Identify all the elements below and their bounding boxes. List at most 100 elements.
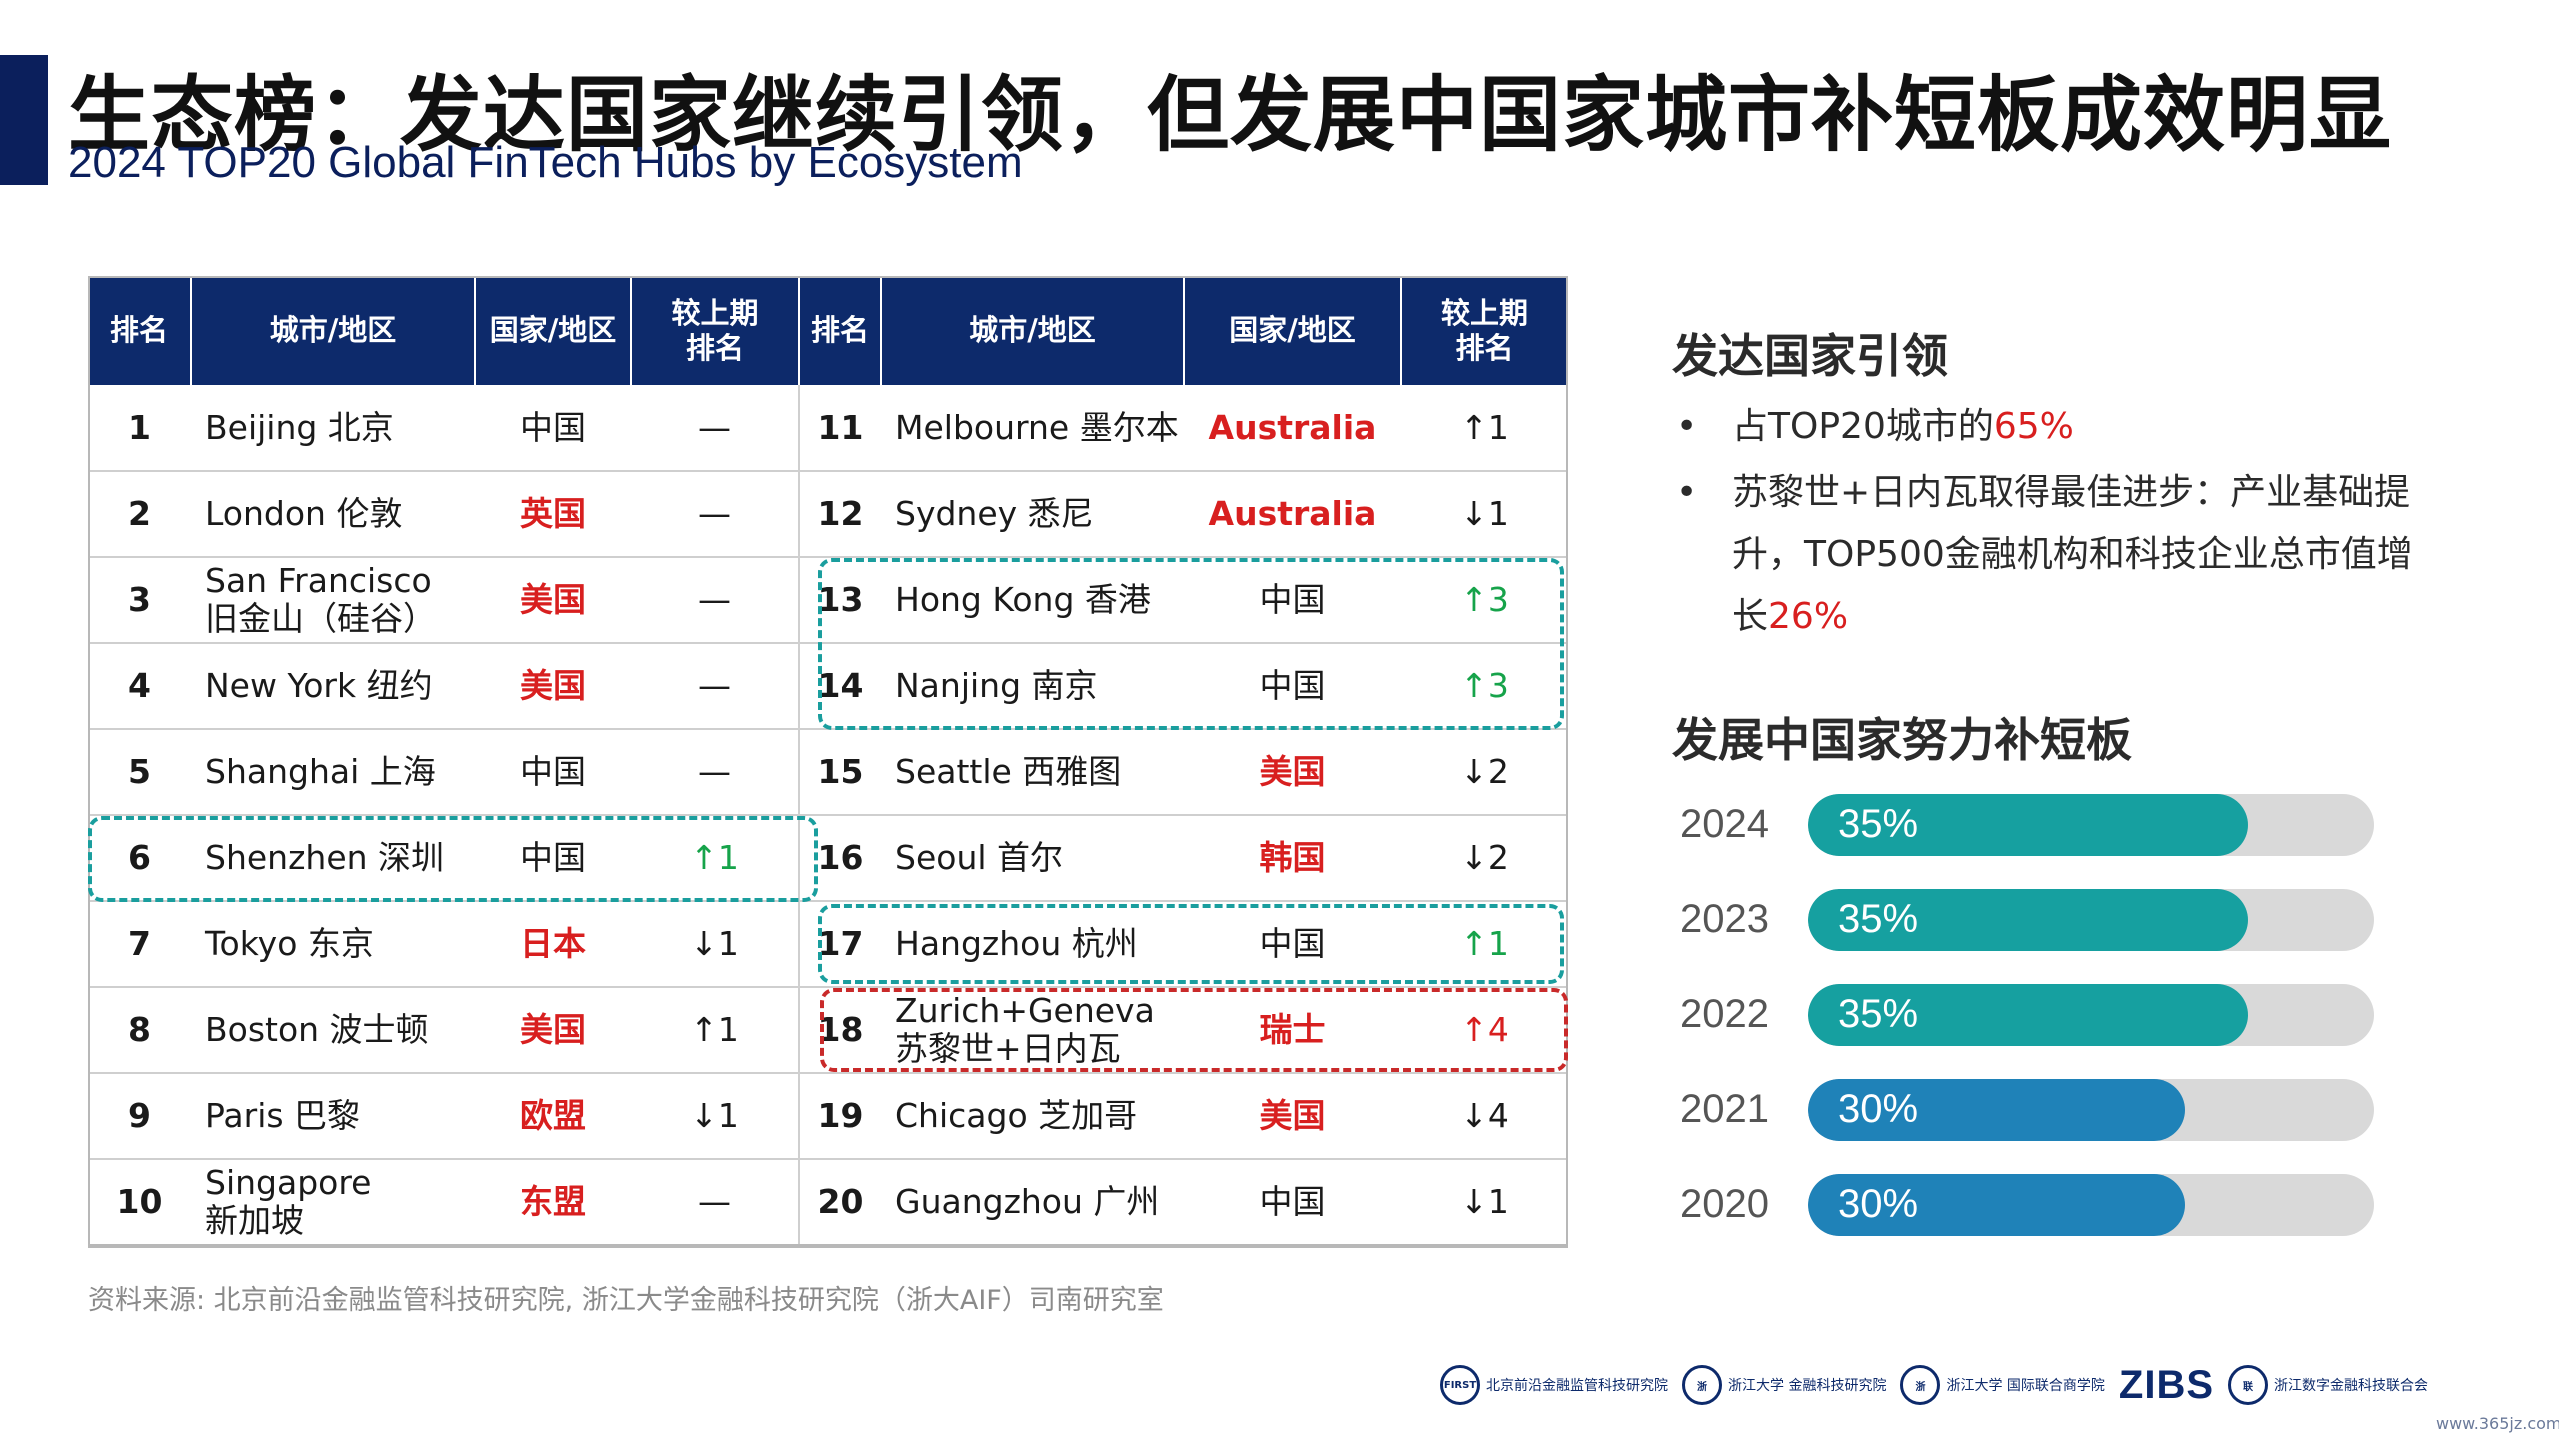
rank-change-cell: ↓1	[631, 1073, 799, 1160]
rank-cell: 19	[798, 1073, 881, 1160]
bar-value-label: 35%	[1838, 802, 1919, 846]
country-cell: 欧盟	[475, 1073, 631, 1160]
table-row: 3 San Francisco 旧金山（硅谷） 美国 —13 Hong Kong 香港中…	[88, 557, 1568, 644]
table-row: 9 Paris 巴黎 欧盟 ↓1 19 Chicago 芝加哥 美国 ↓4	[88, 1073, 1568, 1160]
rank-cell: 11	[798, 385, 881, 472]
column-header: 城市/地区	[191, 276, 476, 385]
table-header-row: 排名 城市/地区 国家/地区 较上期 排名 排名 城市/地区 国家/地区 较上期 排名	[88, 276, 1569, 385]
country-cell: 东盟	[475, 1159, 631, 1246]
city-cell: Guangzhou 广州	[881, 1159, 1184, 1246]
bar-fill: 30%	[1808, 1079, 2185, 1141]
bar-year-label: 2022	[1680, 992, 1769, 1036]
page-subtitle: 2024 TOP20 Global FinTech Hubs by Ecosys…	[68, 138, 1023, 187]
rank-change-cell: ↑1	[1401, 901, 1568, 988]
rank-cell: 6	[88, 815, 191, 902]
country-cell: 中国	[1184, 557, 1401, 644]
rank-cell: 14	[798, 643, 881, 730]
city-cell: London 伦敦	[191, 471, 475, 558]
rank-change-cell: —	[631, 557, 799, 644]
rank-change-cell: —	[631, 1159, 799, 1246]
bar-track: 35%	[1808, 889, 2374, 951]
bullet-item: • 占TOP20城市的65%	[1672, 396, 2512, 458]
rank-change-cell: ↓2	[1401, 815, 1568, 902]
country-cell: 中国	[1184, 1159, 1401, 1246]
column-header: 较上期 排名	[631, 276, 800, 385]
rank-cell: 3	[88, 557, 191, 644]
city-cell: Hangzhou 杭州	[881, 901, 1184, 988]
column-header: 国家/地区	[475, 276, 632, 385]
country-cell: 英国	[475, 471, 631, 558]
city-cell: Seoul 首尔	[881, 815, 1184, 902]
rank-cell: 12	[798, 471, 881, 558]
rank-change-cell: ↑3	[1401, 557, 1568, 644]
city-cell: Boston 波士顿	[191, 987, 475, 1074]
rank-change-cell: ↑1	[1401, 385, 1568, 472]
bar-fill: 30%	[1808, 1174, 2185, 1236]
city-cell: New York 纽约	[191, 643, 475, 730]
column-header: 国家/地区	[1184, 276, 1402, 385]
logo-text: ZIBS	[2118, 1362, 2215, 1407]
city-cell: San Francisco 旧金山（硅谷）	[191, 557, 475, 644]
bar-row: 2020 30%	[1672, 1172, 2392, 1236]
logo-emblem-icon: 浙	[1900, 1365, 1941, 1405]
rank-change-cell: ↓2	[1401, 729, 1568, 816]
rank-cell: 13	[798, 557, 881, 644]
bar-row: 2023 35%	[1672, 887, 2392, 951]
partner-logos: FIRST 北京前沿金融监管科技研究院浙浙江大学 金融科技研究院浙浙江大学 国际联…	[1440, 1350, 2540, 1420]
column-header: 较上期 排名	[1401, 276, 1569, 385]
source-note: 资料来源: 北京前沿金融监管科技研究院, 浙江大学金融科技研究院（浙大AIF）司…	[88, 1285, 1164, 1316]
country-cell: 美国	[475, 643, 631, 730]
logo-emblem-icon: FIRST	[1440, 1365, 1480, 1405]
bar-track: 35%	[1808, 794, 2374, 856]
rank-change-cell: ↓1	[1401, 1159, 1568, 1246]
ranking-table-wrap: 排名 城市/地区 国家/地区 较上期 排名 排名 城市/地区 国家/地区 较上期 排名 1 Be…	[88, 276, 1569, 1246]
bar-track: 30%	[1808, 1174, 2374, 1236]
rank-cell: 17	[798, 901, 881, 988]
page-title: 生态榜：发达国家继续引领，但发展中国家城市补短板成效明显	[68, 68, 2393, 163]
logo-emblem-icon: 联	[2228, 1365, 2269, 1405]
country-cell: 中国	[475, 815, 631, 902]
rank-change-cell: ↓1	[631, 901, 799, 988]
logo-emblem-icon: 浙	[1682, 1365, 1722, 1405]
partner-logo: 浙浙江大学 金融科技研究院	[1682, 1365, 1886, 1405]
rank-change-cell: —	[631, 729, 799, 816]
city-cell: Sydney 悉尼	[881, 471, 1184, 558]
rank-cell: 8	[88, 987, 191, 1074]
country-cell: 日本	[475, 901, 631, 988]
bar-year-label: 2021	[1680, 1087, 1769, 1131]
city-cell: Seattle 西雅图	[881, 729, 1184, 816]
bullet-item: • 苏黎世+日内瓦取得最佳进步：产业基础提升，TOP500金融机构和科技企业总市…	[1672, 462, 2512, 648]
column-header: 排名	[88, 276, 192, 385]
bar-row: 2022 35%	[1672, 982, 2392, 1046]
rank-cell: 10	[88, 1159, 191, 1246]
rank-change-cell: ↓1	[1401, 471, 1568, 558]
city-cell: Melbourne 墨尔本	[881, 385, 1184, 472]
country-cell: Australia	[1184, 471, 1401, 558]
city-cell: Tokyo 东京	[191, 901, 475, 988]
bar-year-label: 2020	[1680, 1182, 1769, 1226]
bullet-text: 苏黎世+日内瓦取得最佳进步：产业基础提升，TOP500金融机构和科技企业总市值增…	[1732, 472, 2413, 637]
table-row: 10 Singapore 新加坡 东盟 —20 Guangzhou 广州 中国 ↓1	[88, 1159, 1568, 1246]
side-panel: 发达国家引领 • 占TOP20城市的65% • 苏黎世+日内瓦取得最佳进步：产业…	[1672, 320, 2512, 767]
logo-text: 浙江数字金融科技联合会	[2274, 1378, 2429, 1394]
country-cell: 瑞士	[1184, 987, 1401, 1074]
country-cell: 中国	[475, 729, 631, 816]
rank-cell: 18	[798, 987, 881, 1074]
city-cell: Shanghai 上海	[191, 729, 475, 816]
partner-logo: FIRST 北京前沿金融监管科技研究院	[1440, 1365, 1668, 1405]
city-cell: Zurich+Geneva 苏黎世+日内瓦	[881, 987, 1184, 1074]
bar-track: 35%	[1808, 984, 2374, 1046]
rank-change-cell: ↑3	[1401, 643, 1568, 730]
bar-year-label: 2023	[1680, 897, 1769, 941]
column-header: 排名	[799, 276, 882, 385]
country-cell: Australia	[1184, 385, 1401, 472]
city-cell: Chicago 芝加哥	[881, 1073, 1184, 1160]
city-cell: Nanjing 南京	[881, 643, 1184, 730]
country-cell: 美国	[475, 987, 631, 1074]
rank-cell: 5	[88, 729, 191, 816]
rank-cell: 20	[798, 1159, 881, 1246]
rank-change-cell: ↑1	[631, 815, 799, 902]
table-row: 5 Shanghai 上海 中国 —15 Seattle 西雅图 美国 ↓2	[88, 729, 1568, 816]
ranking-table: 排名 城市/地区 国家/地区 较上期 排名 排名 城市/地区 国家/地区 较上期 排名 1 Be…	[88, 276, 1569, 1246]
city-cell: Hong Kong 香港	[881, 557, 1184, 644]
